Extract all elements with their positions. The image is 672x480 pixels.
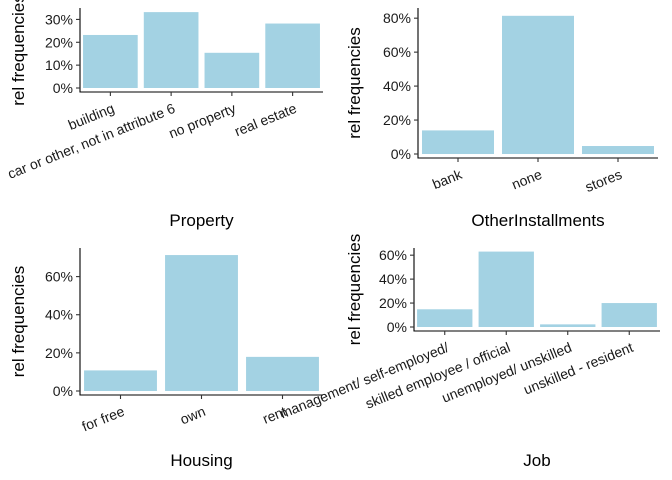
x-axis-title: Property [169, 211, 234, 230]
y-tick-label: 30% [45, 11, 73, 27]
bar [582, 146, 654, 154]
y-axis-title: rel frequencies [345, 27, 364, 139]
x-tick-label: unskilled - resident [521, 339, 635, 398]
chart-panel-2: 0% 20% 40% 60% 80% bank none stores OtherInstall… [345, 8, 658, 230]
y-tick-label: 60% [45, 269, 73, 285]
bar [83, 34, 138, 88]
y-tick-label: 40% [383, 78, 411, 94]
y-axis-title: rel frequencies [345, 234, 364, 346]
bar [478, 251, 534, 327]
x-tick-label: real estate [232, 100, 299, 139]
y-tick-label: 40% [45, 307, 73, 323]
y-tick-label: 0% [53, 383, 73, 399]
y-tick-label: 20% [383, 112, 411, 128]
y-tick-label: 60% [379, 247, 407, 263]
y-tick-label: 0% [387, 319, 407, 335]
y-tick-label: 60% [383, 44, 411, 60]
bar [422, 130, 494, 154]
y-tick-label: 0% [391, 146, 411, 162]
bar [601, 303, 657, 327]
x-tick-label: own [178, 403, 208, 427]
bar [540, 324, 596, 327]
chart-panel-4: 0%20%40%60%management/ self-employed/ski… [277, 234, 660, 470]
x-tick-label: stores [583, 166, 624, 195]
bar [204, 52, 260, 88]
x-tick-label: none [509, 166, 544, 193]
x-tick-label: for free [80, 403, 127, 435]
y-axis-title: rel frequencies [9, 0, 28, 106]
y-axis-title: rel frequencies [9, 266, 28, 378]
y-tick-label: 10% [45, 57, 73, 73]
bar [143, 12, 199, 88]
bar [84, 370, 157, 391]
x-axis-title: Housing [170, 451, 232, 470]
bar [265, 23, 320, 89]
bar [165, 255, 238, 391]
x-axis-title: OtherInstallments [471, 211, 604, 230]
bar [502, 15, 574, 155]
y-tick-label: 20% [379, 295, 407, 311]
x-tick-label: bank [430, 166, 465, 193]
y-tick-label: 80% [383, 10, 411, 26]
y-tick-label: 40% [379, 271, 407, 287]
y-tick-label: 20% [45, 345, 73, 361]
y-tick-label: 20% [45, 34, 73, 50]
bar [246, 356, 319, 391]
x-tick-label: no property [166, 100, 238, 141]
y-tick-label: 0% [53, 80, 73, 96]
bar [417, 309, 473, 327]
x-axis-title: Job [523, 451, 550, 470]
